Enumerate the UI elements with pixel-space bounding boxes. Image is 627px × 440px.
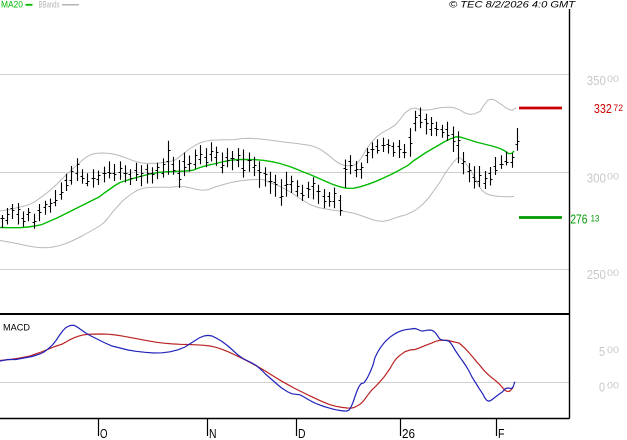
svg-text:00: 00 <box>607 74 619 84</box>
svg-text:F: F <box>498 427 505 440</box>
svg-text:00: 00 <box>607 268 619 278</box>
svg-text:© TEC 8/2/2026 4:0 GMT: © TEC 8/2/2026 4:0 GMT <box>449 0 576 11</box>
svg-text:250: 250 <box>587 267 606 282</box>
svg-text:350: 350 <box>587 73 606 88</box>
svg-text:00: 00 <box>607 380 619 390</box>
svg-text:0: 0 <box>599 379 605 394</box>
svg-text:332: 332 <box>594 101 612 116</box>
svg-text:5: 5 <box>599 344 605 359</box>
svg-text:26: 26 <box>402 427 415 440</box>
svg-text:00: 00 <box>607 172 619 182</box>
svg-text:MA20: MA20 <box>1 0 23 11</box>
svg-text:72: 72 <box>613 103 623 113</box>
svg-text:00: 00 <box>607 345 619 355</box>
svg-text:BBands: BBands <box>39 0 60 11</box>
svg-text:300: 300 <box>587 171 606 186</box>
svg-text:O: O <box>100 427 108 440</box>
svg-text:13: 13 <box>591 214 600 224</box>
svg-text:N: N <box>209 427 217 440</box>
svg-text:D: D <box>298 427 306 440</box>
svg-text:276: 276 <box>570 211 587 226</box>
svg-text:MACD: MACD <box>3 323 30 334</box>
